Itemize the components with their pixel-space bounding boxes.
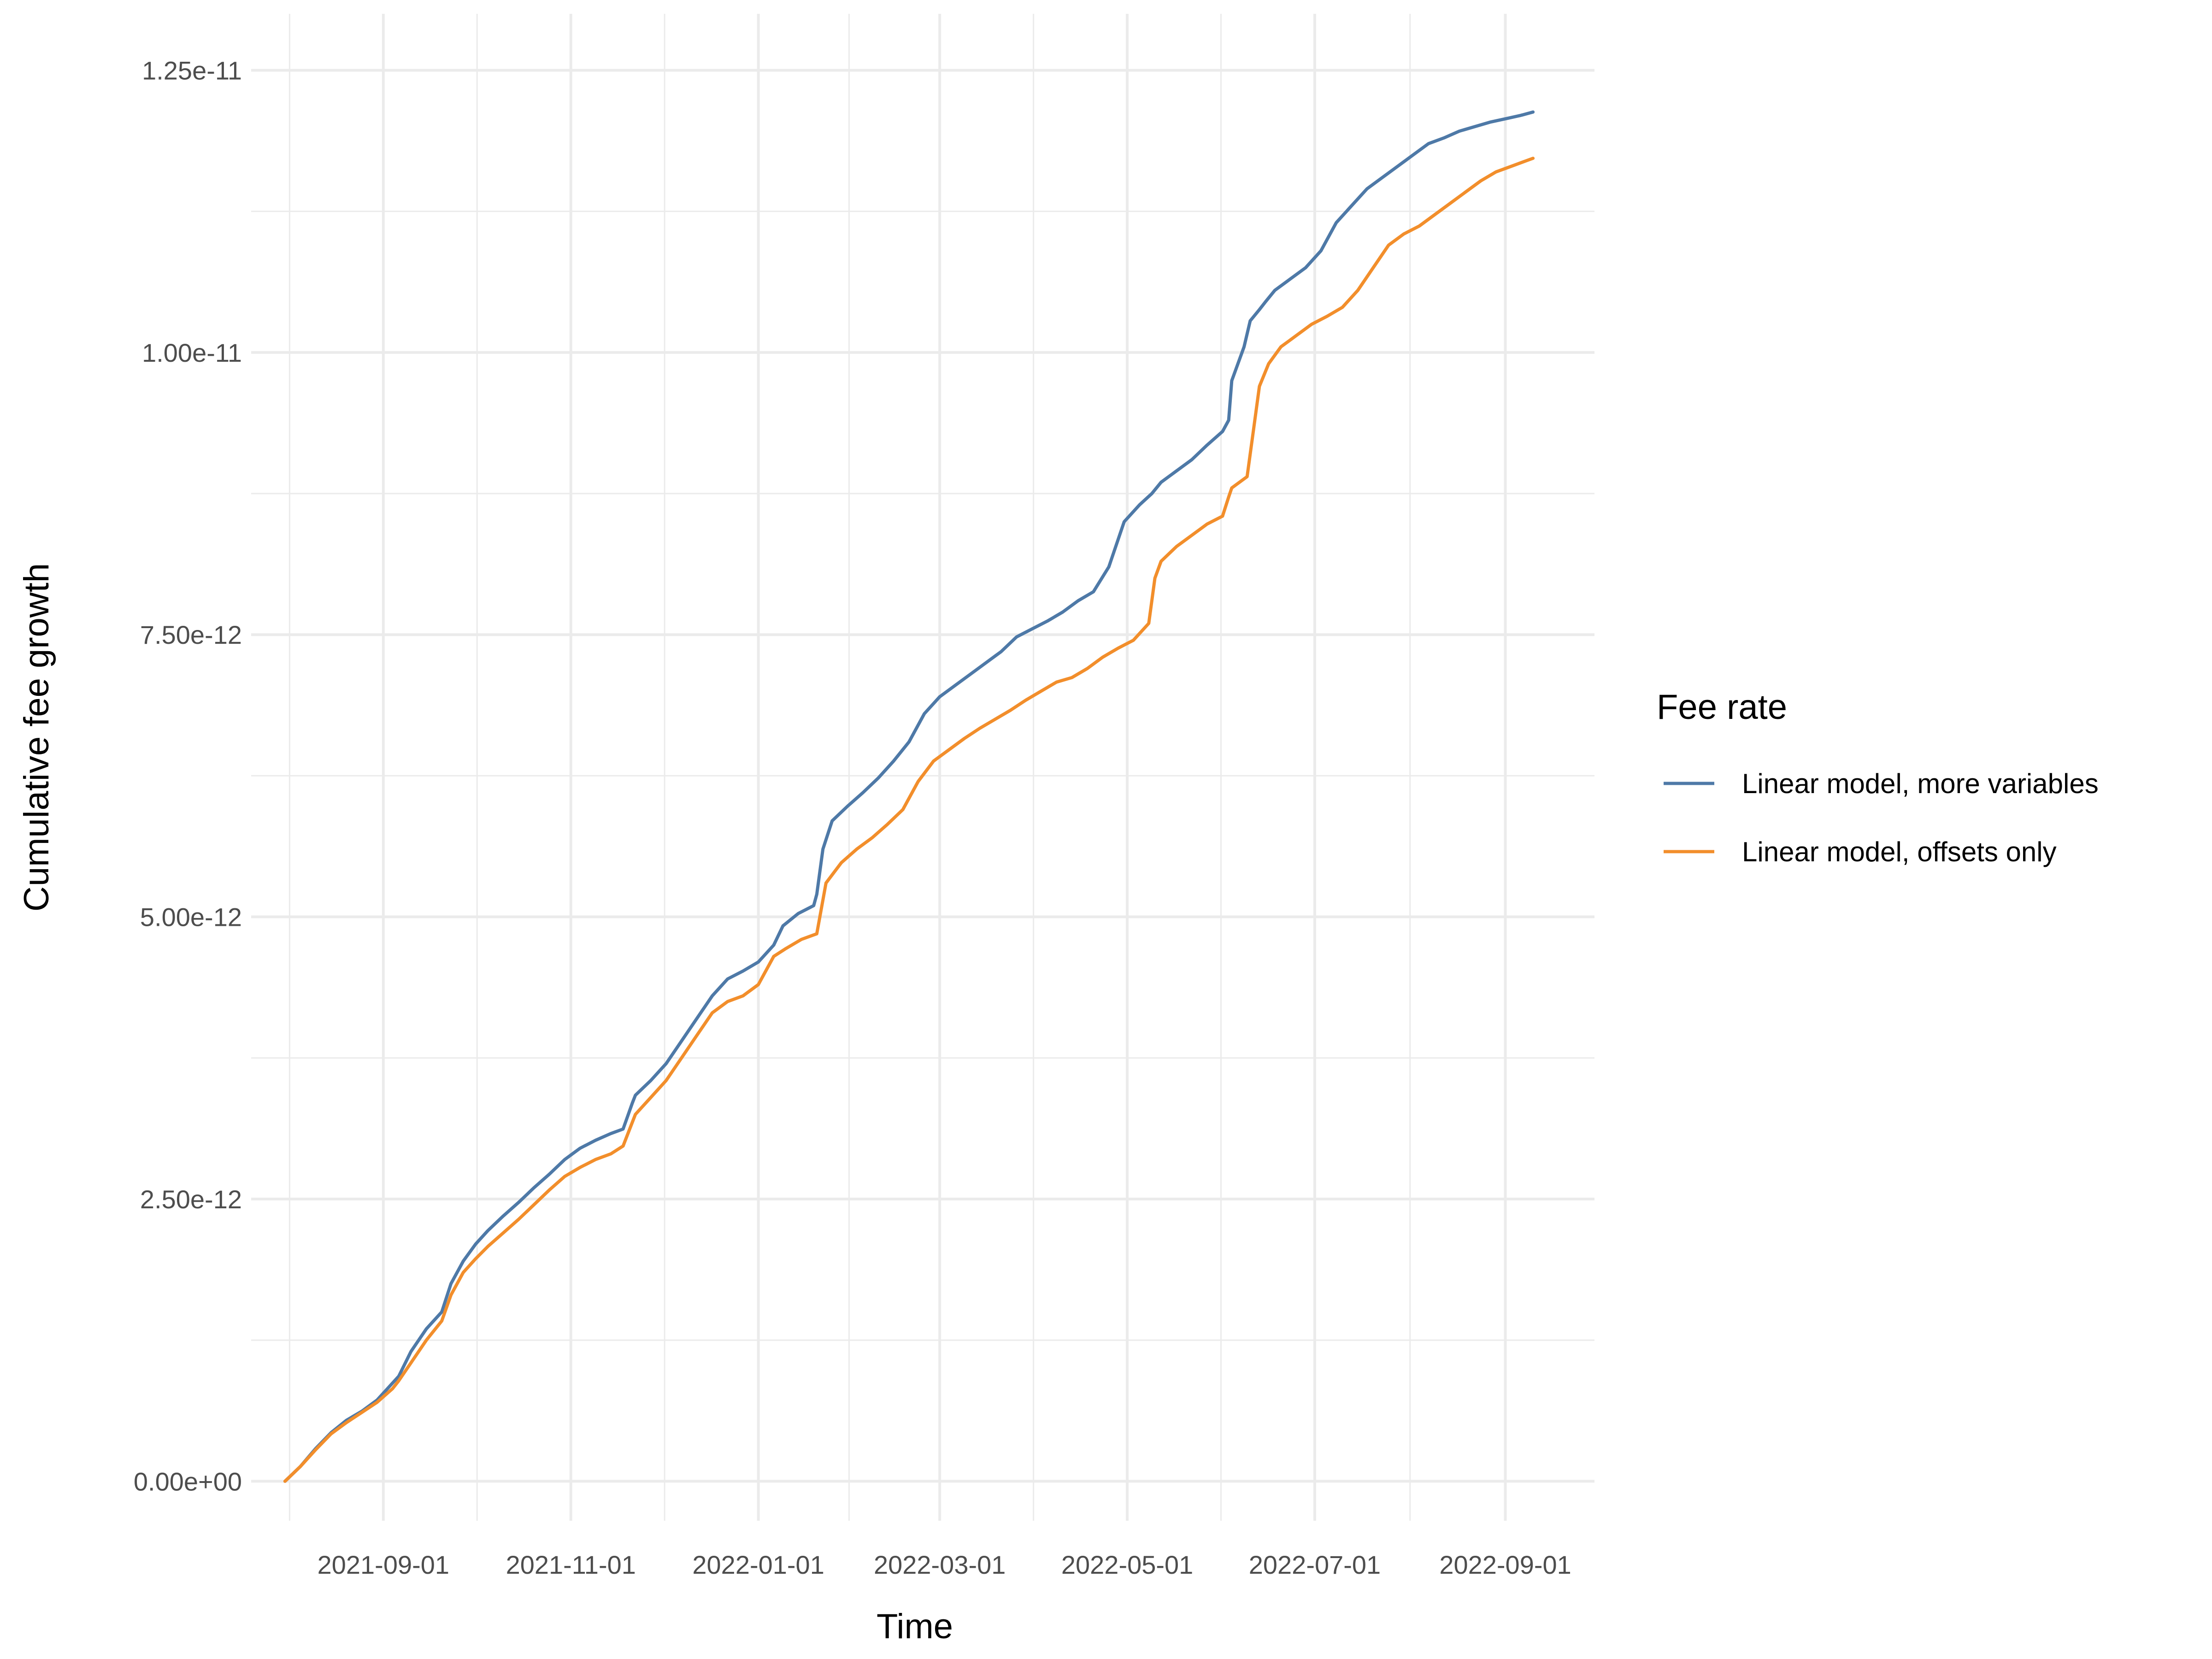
legend-items: Linear model, more variables Linear model… [1664,768,2099,867]
series-line-2 [283,157,1535,1483]
legend-item: Linear model, offsets only [1664,836,2057,867]
legend-title: Fee rate [1657,688,1787,727]
x-tick-label: 2022-03-01 [874,1550,1006,1579]
series-line-1 [283,110,1535,1483]
x-tick-label: 2022-07-01 [1249,1550,1381,1579]
y-tick-label: 1.25e-11 [142,56,242,85]
x-tick-label: 2022-09-01 [1439,1550,1571,1579]
x-tick-label: 2021-11-01 [506,1550,636,1579]
legend: Fee rate Linear model, more variablesLin… [1657,688,2099,867]
y-tick-label: 7.50e-12 [140,620,242,649]
legend-item: Linear model, more variables [1664,768,2099,799]
x-tick-label: 2021-09-01 [318,1550,449,1579]
x-axis-tick-labels: 2021-09-01 2021-11-01 2022-01-01 2022-03-01… [318,1550,1571,1579]
y-tick-label: 1.00e-11 [142,338,242,367]
x-tick-label: 2022-05-01 [1061,1550,1193,1579]
y-axis-tick-labels: 0.00e+00 2.50e-12 5.00e-12 7.50e-12 1.00e-11… [134,56,242,1496]
y-tick-label: 5.00e-12 [140,903,242,932]
series-lines [283,110,1535,1483]
x-tick-label: 2022-01-01 [692,1550,824,1579]
y-axis-title: Cumulative fee growth [17,563,56,912]
y-tick-label: 0.00e+00 [134,1467,242,1496]
x-axis-title: Time [877,1607,953,1646]
legend-label: Linear model, more variables [1742,768,2099,799]
legend-label: Linear model, offsets only [1742,836,2057,867]
y-tick-label: 2.50e-12 [140,1185,242,1214]
grid [251,14,1594,1521]
